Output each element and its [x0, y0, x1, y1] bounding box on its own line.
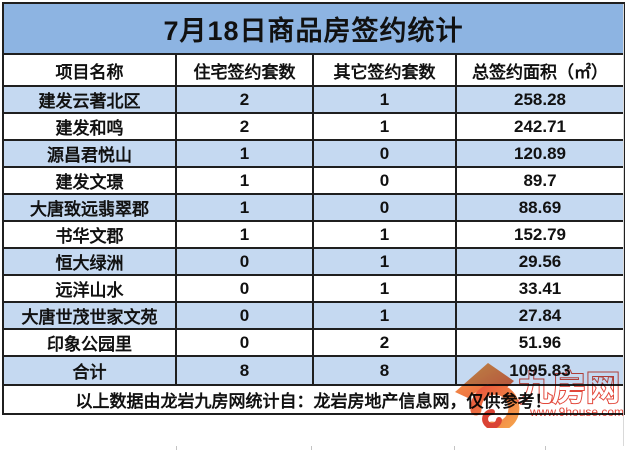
signing-stats-table: 7月18日商品房签约统计 项目名称 住宅签约套数 其它签约套数 总签约面积（㎡）… — [2, 2, 625, 415]
project-name-cell: 恒大绿洲 — [2, 247, 177, 276]
area-cell: 152.79 — [455, 220, 625, 249]
other-count-cell: 1 — [312, 112, 457, 141]
gridline — [454, 446, 455, 450]
residential-count-cell: 2 — [175, 112, 314, 141]
total-row: 合计 8 8 1095.83 — [2, 355, 625, 386]
table-row: 远洋山水 0 1 33.41 — [2, 274, 625, 303]
other-count-cell: 1 — [312, 247, 457, 276]
residential-count-cell: 1 — [175, 139, 314, 168]
column-header-other: 其它签约套数 — [312, 53, 457, 87]
area-cell: 51.96 — [455, 328, 625, 357]
footer-note: 以上数据由龙岩九房网统计自：龙岩房地产信息网，仅供参考！ — [2, 384, 625, 415]
area-cell: 29.56 — [455, 247, 625, 276]
residential-count-cell: 0 — [175, 301, 314, 330]
residential-count-cell: 1 — [175, 166, 314, 195]
other-count-cell: 1 — [312, 85, 457, 114]
table-row: 源昌君悦山 1 0 120.89 — [2, 139, 625, 168]
area-cell: 258.28 — [455, 85, 625, 114]
other-count-cell: 0 — [312, 139, 457, 168]
area-cell: 242.71 — [455, 112, 625, 141]
table-title-row: 7月18日商品房签约统计 — [2, 2, 625, 55]
project-name-cell: 建发云著北区 — [2, 85, 177, 114]
area-cell: 27.84 — [455, 301, 625, 330]
total-residential-cell: 8 — [175, 355, 314, 386]
gridline — [545, 446, 546, 450]
table-row: 印象公园里 0 2 51.96 — [2, 328, 625, 357]
other-count-cell: 1 — [312, 220, 457, 249]
residential-count-cell: 1 — [175, 193, 314, 222]
table-row: 建发云著北区 2 1 258.28 — [2, 85, 625, 114]
table-row: 建发文璟 1 0 89.7 — [2, 166, 625, 195]
other-count-cell: 1 — [312, 274, 457, 303]
area-cell: 88.69 — [455, 193, 625, 222]
residential-count-cell: 1 — [175, 220, 314, 249]
project-name-cell: 大唐世茂世家文苑 — [2, 301, 177, 330]
area-cell: 120.89 — [455, 139, 625, 168]
other-count-cell: 0 — [312, 193, 457, 222]
table-row: 恒大绿洲 0 1 29.56 — [2, 247, 625, 276]
page-title: 7月18日商品房签约统计 — [2, 2, 625, 55]
project-name-cell: 远洋山水 — [2, 274, 177, 303]
other-count-cell: 1 — [312, 301, 457, 330]
residential-count-cell: 0 — [175, 328, 314, 357]
table-row: 大唐致远翡翠郡 1 0 88.69 — [2, 193, 625, 222]
table-row: 书华文郡 1 1 152.79 — [2, 220, 625, 249]
table-header-row: 项目名称 住宅签约套数 其它签约套数 总签约面积（㎡） — [2, 53, 625, 87]
residential-count-cell: 0 — [175, 247, 314, 276]
project-name-cell: 建发和鸣 — [2, 112, 177, 141]
footer-row: 以上数据由龙岩九房网统计自：龙岩房地产信息网，仅供参考！ — [2, 384, 625, 415]
area-cell: 33.41 — [455, 274, 625, 303]
gridline — [623, 4, 624, 446]
area-cell: 89.7 — [455, 166, 625, 195]
column-header-area: 总签约面积（㎡） — [455, 53, 625, 87]
project-name-cell: 大唐致远翡翠郡 — [2, 193, 177, 222]
gridline — [311, 446, 312, 450]
project-name-cell: 印象公园里 — [2, 328, 177, 357]
residential-count-cell: 0 — [175, 274, 314, 303]
project-name-cell: 书华文郡 — [2, 220, 177, 249]
table-row: 建发和鸣 2 1 242.71 — [2, 112, 625, 141]
total-other-cell: 8 — [312, 355, 457, 386]
total-area-cell: 1095.83 — [455, 355, 625, 386]
other-count-cell: 0 — [312, 166, 457, 195]
residential-count-cell: 2 — [175, 85, 314, 114]
project-name-cell: 建发文璟 — [2, 166, 177, 195]
table-row: 大唐世茂世家文苑 0 1 27.84 — [2, 301, 625, 330]
column-header-project: 项目名称 — [2, 53, 177, 87]
project-name-cell: 源昌君悦山 — [2, 139, 177, 168]
gridline — [176, 446, 177, 450]
total-label-cell: 合计 — [2, 355, 177, 386]
column-header-residential: 住宅签约套数 — [175, 53, 314, 87]
other-count-cell: 2 — [312, 328, 457, 357]
